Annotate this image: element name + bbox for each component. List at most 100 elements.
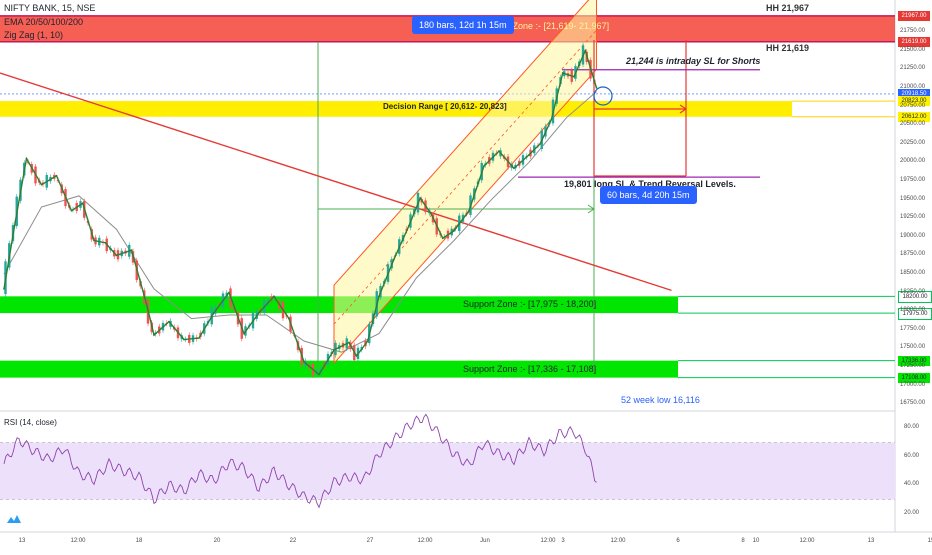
price-tick-label: 20500.00 — [900, 121, 926, 128]
zigzag-point — [393, 258, 395, 261]
zigzag-point — [366, 340, 369, 342]
zigzag-point — [483, 165, 485, 167]
rsi-line — [3, 413, 597, 509]
price-badge: 21967.00 — [898, 10, 930, 21]
price-badge: 18200.00 — [898, 291, 932, 304]
time-tick-label: 13 — [867, 538, 875, 544]
price-tick-label: 20750.00 — [900, 102, 926, 109]
zigzag-point — [104, 241, 107, 244]
zigzag-point — [213, 311, 215, 314]
zigzag-point — [408, 224, 410, 227]
zigzag-point — [25, 157, 28, 160]
time-tick-label: 12:00 — [70, 538, 86, 544]
time-tick-label: 8 — [741, 538, 745, 544]
time-tick-label: 6 — [676, 538, 680, 544]
price-badge: 20823.00 — [898, 96, 930, 107]
time-tick-label: 12:00 — [540, 538, 556, 544]
zigzag-line — [3, 48, 598, 376]
ema-line — [3, 91, 597, 353]
price-tick-label: 17250.00 — [900, 363, 926, 370]
price-tick-label: 21500.00 — [900, 46, 926, 53]
time-tick-label: 10 — [752, 538, 760, 544]
zigzag-point — [3, 287, 5, 290]
legend-zigzag: Zig Zag (1, 10) — [4, 30, 64, 40]
price-tick-label: 18500.00 — [900, 270, 926, 276]
time-tick-label: 13 — [18, 538, 26, 544]
time-tick-label: 12:00 — [417, 538, 433, 544]
zigzag-point — [153, 334, 155, 336]
red-box-arrow — [679, 104, 688, 114]
tradingview-logo-icon[interactable] — [6, 512, 22, 524]
zigzag-point — [81, 202, 84, 205]
price-tick-label: 16750.00 — [900, 400, 926, 407]
zigzag-point — [430, 213, 433, 216]
time-tick-label: 22 — [289, 538, 297, 544]
price-tick-label: 21250.00 — [900, 65, 926, 72]
rsi-tick-label: 60.00 — [904, 452, 920, 459]
price-badge: 20918.50 — [898, 88, 930, 99]
rsi-tick-label: 20.00 — [904, 509, 920, 516]
price-tick-label: 18000.00 — [900, 307, 926, 314]
zigzag-point — [273, 295, 275, 298]
legend-ema: EMA 20/50/100/200 — [4, 17, 84, 27]
price-tick-label: 20000.00 — [900, 158, 926, 165]
time-tick-label: 3 — [561, 538, 565, 544]
zigzag-point — [168, 320, 170, 323]
red-trendline — [0, 72, 672, 292]
zigzag-point — [130, 249, 133, 252]
zigzag-point — [355, 354, 358, 357]
zigzag-point — [561, 72, 564, 74]
time-tick-label: 15 — [927, 538, 932, 544]
support-upper-label: Support Zone :- [17,975 - 18,200] — [463, 299, 597, 309]
rsi-tick-label: 40.00 — [904, 481, 920, 488]
zigzag-point — [513, 167, 515, 170]
rsi-title: RSI (14, close) — [4, 418, 57, 427]
price-badge: 20612.00 — [898, 111, 930, 122]
zigzag-point — [145, 302, 148, 305]
zigzag-point — [318, 373, 320, 376]
zigzag-point — [115, 254, 118, 257]
zigzag-point — [228, 291, 230, 294]
zigzag-point — [70, 209, 73, 212]
zigzag-point — [288, 317, 290, 320]
price-badge: 21619.00 — [898, 36, 930, 47]
measure-arrow — [587, 204, 595, 214]
bars-180-bubble: 180 bars, 12d 1h 15m — [412, 16, 514, 34]
zigzag-point — [498, 150, 500, 153]
price-tick-label: 21750.00 — [900, 28, 926, 35]
zigzag-point — [584, 49, 587, 52]
time-tick-label: 20 — [213, 538, 221, 544]
zigzag-point — [539, 142, 542, 145]
zigzag-point — [419, 197, 422, 199]
zigzag-point — [348, 341, 350, 344]
zigzag-point — [243, 332, 245, 335]
intraday-sl-label: 21,244 is intraday SL for Shorts — [626, 56, 761, 66]
resistance-zone-label: e Zone :- [21,619- 21,967] — [505, 21, 610, 31]
zigzag-point — [183, 338, 185, 341]
price-tick-label: 19250.00 — [900, 214, 926, 221]
price-tick-label: 19000.00 — [900, 232, 926, 239]
rising-channel — [333, 0, 597, 365]
time-tick-label: 27 — [366, 538, 374, 544]
price-tick-label: 17500.00 — [900, 344, 926, 351]
zigzag-point — [441, 237, 444, 240]
price-tick-label: 17750.00 — [900, 325, 926, 332]
rsi-tick-label: 80.00 — [904, 424, 920, 431]
price-tick-label: 18250.00 — [900, 288, 926, 295]
price-badge: 17336.00 — [898, 355, 930, 366]
zigzag-point — [468, 209, 470, 212]
zigzag-point — [258, 311, 260, 314]
hh-top-label: HH 21,967 — [766, 3, 810, 13]
pivot-highlight-circle — [593, 86, 613, 106]
zigzag-point — [14, 220, 17, 223]
bars-60-bubble: 60 bars, 4d 20h 15m — [600, 186, 697, 204]
price-tick-label: 17000.00 — [900, 381, 926, 388]
zigzag-point — [573, 75, 575, 78]
zigzag-point — [198, 337, 200, 339]
price-tick-label: 19750.00 — [900, 176, 926, 183]
price-tick-label: 19500.00 — [900, 195, 926, 202]
hh-second-label: HH 21,619 — [766, 43, 810, 53]
zigzag-point — [93, 239, 95, 242]
